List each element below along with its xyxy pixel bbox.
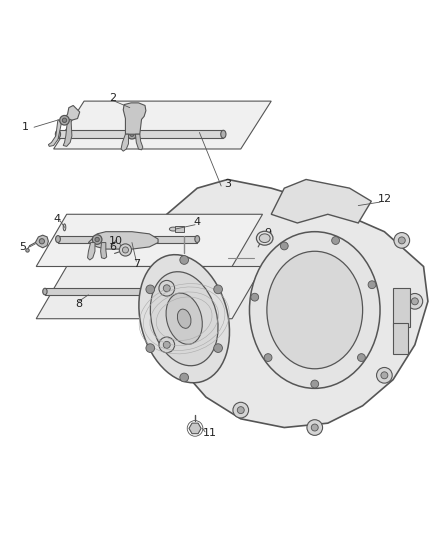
Ellipse shape: [170, 227, 177, 231]
Text: 7: 7: [133, 260, 140, 269]
Circle shape: [280, 242, 288, 250]
Ellipse shape: [62, 118, 67, 123]
Polygon shape: [189, 423, 201, 434]
Circle shape: [368, 281, 376, 289]
Circle shape: [233, 402, 249, 418]
Ellipse shape: [208, 288, 212, 295]
Ellipse shape: [150, 272, 218, 366]
Circle shape: [119, 244, 131, 256]
Text: 11: 11: [202, 428, 216, 438]
Ellipse shape: [195, 236, 200, 243]
Polygon shape: [123, 103, 146, 134]
Text: 2: 2: [109, 93, 116, 103]
Text: 3: 3: [224, 179, 231, 189]
Circle shape: [407, 294, 423, 309]
Circle shape: [159, 337, 175, 353]
Polygon shape: [88, 243, 95, 260]
Ellipse shape: [256, 231, 273, 245]
Text: 1: 1: [22, 122, 29, 132]
Circle shape: [159, 280, 175, 296]
Ellipse shape: [43, 288, 47, 295]
Circle shape: [146, 344, 155, 352]
Circle shape: [381, 372, 388, 379]
Bar: [175, 227, 184, 232]
Bar: [393, 323, 408, 353]
Circle shape: [146, 285, 155, 294]
Ellipse shape: [26, 249, 29, 252]
Polygon shape: [35, 235, 48, 248]
Polygon shape: [162, 180, 428, 427]
Bar: [45, 288, 210, 295]
Circle shape: [180, 256, 188, 264]
Text: 9: 9: [264, 228, 271, 238]
Text: 8: 8: [75, 300, 82, 309]
Polygon shape: [36, 214, 262, 266]
Circle shape: [264, 354, 272, 361]
Circle shape: [311, 380, 319, 388]
Ellipse shape: [60, 116, 69, 125]
Circle shape: [357, 354, 365, 361]
Circle shape: [332, 237, 339, 245]
Polygon shape: [135, 134, 143, 150]
Circle shape: [398, 237, 405, 244]
Polygon shape: [53, 101, 271, 149]
Ellipse shape: [177, 309, 191, 328]
Polygon shape: [60, 106, 80, 123]
Circle shape: [237, 407, 244, 414]
Ellipse shape: [127, 130, 137, 139]
Circle shape: [180, 373, 188, 382]
Ellipse shape: [130, 132, 134, 136]
Circle shape: [163, 285, 170, 292]
Polygon shape: [36, 266, 262, 319]
Circle shape: [411, 298, 418, 305]
Ellipse shape: [63, 224, 66, 231]
Circle shape: [214, 285, 223, 294]
Ellipse shape: [55, 130, 60, 138]
Polygon shape: [271, 180, 371, 223]
Circle shape: [122, 247, 128, 253]
Text: 4: 4: [53, 214, 60, 224]
Polygon shape: [48, 119, 61, 147]
Text: 12: 12: [378, 194, 392, 204]
Polygon shape: [88, 232, 158, 249]
Ellipse shape: [139, 255, 230, 383]
Bar: [58, 236, 197, 243]
Ellipse shape: [166, 293, 202, 344]
Polygon shape: [101, 243, 107, 259]
Polygon shape: [121, 134, 128, 151]
Polygon shape: [63, 119, 72, 147]
Text: 5: 5: [19, 242, 26, 252]
Bar: [393, 288, 410, 327]
Ellipse shape: [259, 234, 270, 243]
Circle shape: [311, 424, 318, 431]
Bar: [58, 130, 223, 138]
Ellipse shape: [92, 235, 102, 244]
Ellipse shape: [221, 130, 226, 138]
Circle shape: [251, 293, 259, 301]
Circle shape: [377, 367, 392, 383]
Ellipse shape: [39, 239, 45, 244]
Circle shape: [214, 344, 223, 352]
Ellipse shape: [56, 236, 60, 243]
Ellipse shape: [267, 251, 363, 369]
Ellipse shape: [250, 232, 380, 389]
Ellipse shape: [95, 237, 99, 241]
Text: 10: 10: [109, 236, 122, 246]
Text: 4: 4: [194, 217, 201, 227]
Circle shape: [307, 419, 322, 435]
Text: 6: 6: [109, 242, 116, 252]
Circle shape: [163, 341, 170, 349]
Circle shape: [394, 232, 410, 248]
